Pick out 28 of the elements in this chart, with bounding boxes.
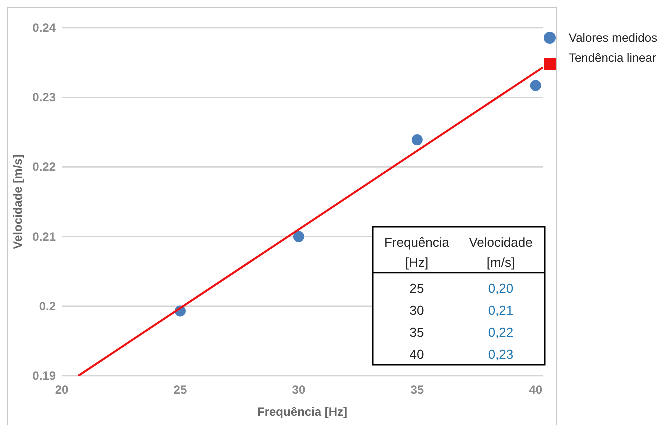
y-axis-title: Velocidade [m/s]: [11, 154, 25, 250]
annotation: 0,23: [488, 347, 514, 362]
y-tick-label: 0.2: [39, 299, 56, 314]
point: [293, 231, 304, 242]
annotation: 0,21: [488, 303, 514, 318]
annotation: Frequência [Hz]: [384, 235, 450, 270]
x-tick-label: 35: [410, 383, 424, 397]
y-tick-label: 0.21: [32, 230, 56, 244]
annotation: 35: [410, 325, 424, 340]
x-tick-label: 40: [529, 383, 543, 397]
annotation: Velocidade [m/s]: [469, 235, 533, 270]
y-tick-label: 0.19: [32, 369, 56, 383]
annotation: 30: [410, 303, 424, 318]
x-tick-label: 25: [174, 383, 188, 397]
legend-label: Valores medidos: [569, 31, 658, 45]
y-tick-label: 0.24: [32, 21, 56, 35]
point: [412, 134, 423, 146]
x-tick-label: 30: [292, 383, 306, 397]
annotation: 40: [410, 347, 424, 362]
legend-label: Tendência linear: [569, 51, 656, 65]
y-tick-label: 0.22: [32, 160, 56, 174]
x-axis-title: Frequência [Hz]: [257, 405, 348, 419]
annotation: 25: [410, 281, 424, 296]
annotation: 0,22: [488, 325, 514, 340]
x-tick-label: 20: [55, 383, 69, 397]
point: [530, 80, 542, 92]
y-tick-label: 0.23: [32, 90, 56, 105]
annotation: 0,20: [488, 281, 514, 296]
